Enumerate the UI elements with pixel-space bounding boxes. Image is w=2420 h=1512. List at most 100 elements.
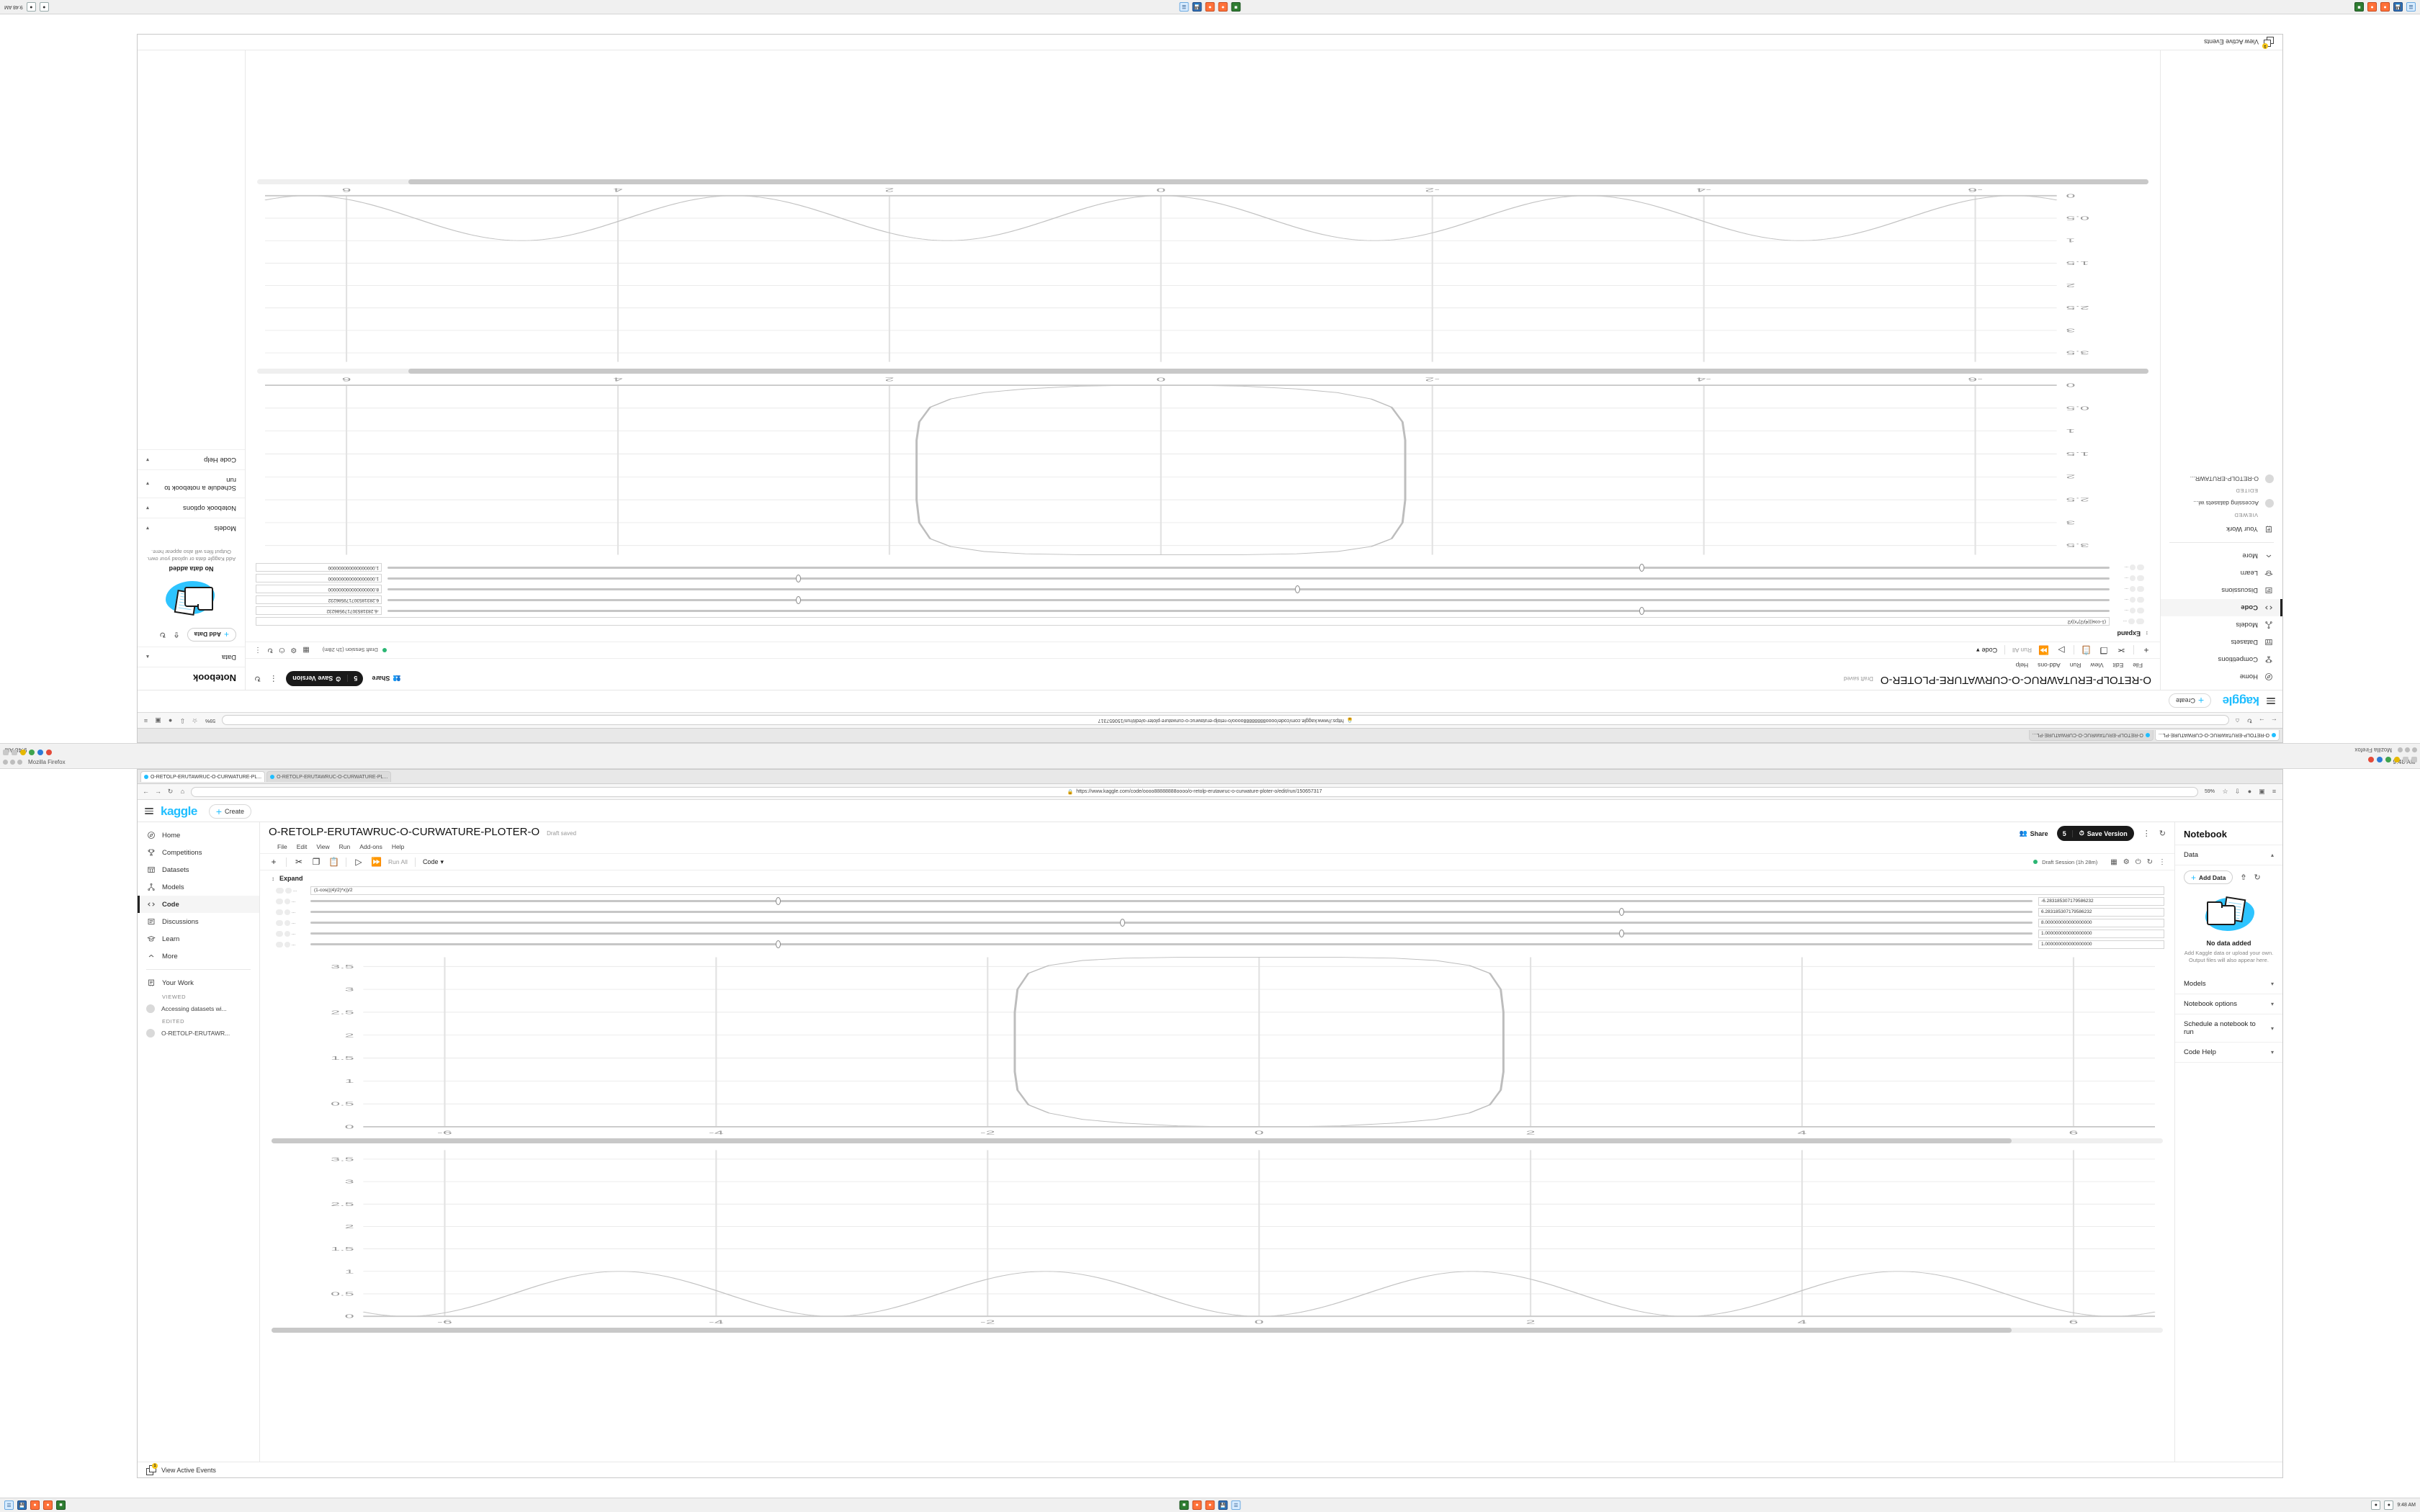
tray-volume-icon[interactable] [29, 750, 35, 755]
refresh-icon[interactable]: ↻ [2159, 829, 2166, 838]
taskbar-terminal-icon[interactable]: ■ [1231, 2, 1241, 12]
tray-misc2-icon[interactable] [3, 750, 9, 755]
tray-battery-icon[interactable] [20, 750, 26, 755]
settings-icon[interactable]: ⚙ [2123, 858, 2130, 866]
upload-icon[interactable]: ⇮ [2240, 873, 2247, 882]
slider-value[interactable]: 1.000000000000000000 [2038, 929, 2164, 938]
zoom-level[interactable]: 59% [205, 718, 216, 723]
taskbar-firefox-icon[interactable]: ● [1205, 1500, 1215, 1510]
widget-row-formula[interactable]: ... (1-cos(((4)/2)*x))/2 [276, 885, 2164, 896]
window-close-dot[interactable] [2412, 747, 2417, 752]
taskbar-misc-icon[interactable]: ● [39, 2, 49, 12]
hamburger-icon[interactable] [145, 808, 153, 814]
slider-knob[interactable] [1119, 918, 1125, 927]
window-min-dot[interactable] [2405, 747, 2410, 752]
reload-icon[interactable]: ↻ [167, 788, 174, 795]
taskbar-left-group[interactable]: ☰ 💾 ● ● ■ [2354, 2, 2416, 12]
play-all-icon[interactable]: ⏩ [2038, 645, 2049, 655]
downloads-icon[interactable]: ⇩ [2234, 788, 2241, 795]
home-icon[interactable]: ⌂ [2235, 717, 2240, 724]
save-version-button[interactable]: 5 ⏱ Save Version [286, 671, 364, 686]
taskbar-terminal-icon[interactable]: ■ [1179, 1500, 1189, 1510]
taskbar-save-icon[interactable]: 💾 [2393, 2, 2403, 12]
rail-section-code-help[interactable]: Code Help ▾ [2175, 1043, 2282, 1063]
slider-value[interactable]: 1.000000000000000000 [2038, 940, 2164, 949]
slider-knob[interactable] [1295, 585, 1301, 594]
sidebar-recent-edited[interactable]: O-RETOLP-ERUTAWR... [2161, 472, 2282, 486]
menu-run[interactable]: Run [2069, 662, 2081, 669]
slider-knob[interactable] [775, 940, 781, 948]
zoom-level[interactable]: 59% [2204, 789, 2215, 794]
taskbar-firefox-icon[interactable]: ● [1192, 1500, 1202, 1510]
sidebar-recent-viewed[interactable]: Accessing datasets wi... [2161, 496, 2282, 510]
plus-icon[interactable]: + [2143, 645, 2149, 655]
taskbar-firefox-icon[interactable]: ● [2367, 2, 2377, 12]
taskbar-firefox-icon[interactable]: ● [43, 1500, 53, 1510]
taskbar-firefox-icon[interactable]: ● [30, 1500, 40, 1510]
slider-knob[interactable] [1619, 907, 1625, 916]
slider-value[interactable]: -6.283185307179586232 [256, 606, 382, 616]
sidebar-item-home[interactable]: Home [2161, 668, 2282, 685]
kebab-icon[interactable]: ⋮ [269, 674, 278, 683]
window-controls[interactable] [2398, 747, 2420, 752]
menu-addons[interactable]: Add-ons [359, 843, 382, 850]
refresh-icon[interactable]: ↻ [254, 674, 261, 683]
create-button[interactable]: + Create [2168, 693, 2212, 708]
widget-row-slider[interactable]: ... -6.283185307179586232 [276, 896, 2164, 906]
tray-misc-icon[interactable] [12, 750, 17, 755]
url-bar[interactable]: 🔒 https://www.kaggle.com/code/oooo888888… [222, 715, 2229, 726]
widget-row-slider[interactable]: ... 1.000000000000000000 [276, 939, 2164, 950]
notebook-scroll-area[interactable]: ↕ Expand ... (1-cos(((4)/2)*x))/2 [246, 50, 2160, 642]
reload-icon[interactable]: ↻ [2246, 717, 2253, 724]
widget-row-slider[interactable]: ... 6.283185307179586232 [276, 906, 2164, 917]
tray-volume-icon[interactable] [2385, 757, 2391, 762]
sidebar-item-competitions[interactable]: Competitions [138, 844, 259, 861]
bookmark-star-icon[interactable]: ☆ [192, 717, 198, 724]
slider-knob[interactable] [1639, 564, 1645, 572]
scissors-icon[interactable]: ✂ [2117, 645, 2125, 655]
kaggle-logo[interactable]: kaggle [161, 804, 197, 818]
sidebar-recent-viewed[interactable]: Accessing datasets wi... [138, 1002, 259, 1016]
url-bar[interactable]: 🔒 https://www.kaggle.com/code/oooo888888… [191, 786, 2198, 797]
widget-row-slider[interactable]: ... 6.283185307179586232 [256, 595, 2144, 606]
sidebar-item-more[interactable]: More [138, 948, 259, 965]
tray-network-icon[interactable] [2377, 757, 2383, 762]
taskbar-misc-icon[interactable]: ● [2371, 1500, 2381, 1510]
sidebar-item-discussions[interactable]: Discussions [2161, 582, 2282, 599]
taskbar-firefox-icon[interactable]: ● [2380, 2, 2390, 12]
copy-icon[interactable]: ❐ [2099, 645, 2108, 655]
bookmark-star-icon[interactable]: ☆ [2222, 788, 2228, 795]
tray-misc2-icon[interactable] [2411, 757, 2417, 762]
copy-icon[interactable]: ❐ [312, 857, 321, 867]
menu-edit[interactable]: Edit [296, 843, 308, 850]
menu-run[interactable]: Run [339, 843, 351, 850]
taskbar-left-group[interactable]: ☰ 💾 ● ● ■ [4, 1500, 66, 1510]
slider[interactable] [387, 607, 2110, 616]
tray-record-icon[interactable] [46, 750, 52, 755]
rail-section-schedule[interactable]: Schedule a notebook to run ▾ [138, 469, 245, 498]
browser-tab[interactable]: O-RETOLP-ERUTAWRUC-O-CURWATURE-PL... [2154, 730, 2280, 741]
refresh-icon[interactable]: ↻ [267, 646, 274, 654]
rail-section-notebook-options[interactable]: Notebook options ▾ [2175, 994, 2282, 1015]
expand-toggle[interactable]: ↕ Expand [246, 629, 2160, 642]
rail-section-models[interactable]: Models ▾ [138, 517, 245, 538]
create-button[interactable]: + Create [208, 804, 252, 819]
sidebar-item-your-work[interactable]: Your Work [2161, 521, 2282, 538]
sidebar-item-your-work[interactable]: Your Work [138, 974, 259, 991]
menu-view[interactable]: View [2090, 662, 2104, 669]
grid-icon[interactable]: ▦ [302, 646, 310, 654]
menu-addons[interactable]: Add-ons [2038, 662, 2061, 669]
slider[interactable] [310, 929, 2033, 938]
window-max-dot[interactable] [17, 760, 22, 765]
menu-edit[interactable]: Edit [2112, 662, 2124, 669]
browser-tab[interactable]: O-RETOLP-ERUTAWRUC-O-CURWATURE-PL... [2028, 730, 2154, 741]
window-controls[interactable] [0, 760, 22, 765]
taskbar-save-icon[interactable]: 💾 [1192, 2, 1202, 12]
kebab-icon[interactable]: ⋮ [2142, 829, 2151, 838]
upload-icon[interactable]: ⇮ [173, 630, 180, 639]
browser-tab[interactable]: O-RETOLP-ERUTAWRUC-O-CURWATURE-PL... [140, 771, 266, 782]
tray-misc-icon[interactable] [2403, 757, 2408, 762]
extensions-icon[interactable]: ▣ [2259, 788, 2265, 795]
window-min-dot[interactable] [10, 760, 15, 765]
sidebar-item-datasets[interactable]: Datasets [138, 861, 259, 878]
